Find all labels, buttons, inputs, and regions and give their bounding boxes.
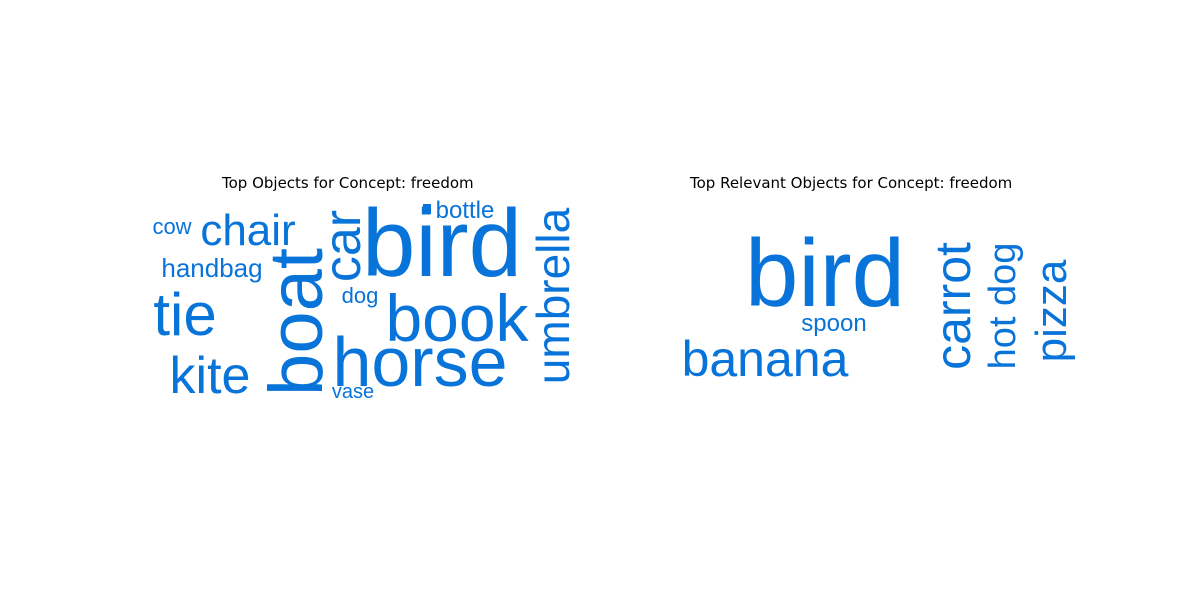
word-tie: tie — [153, 281, 216, 348]
word-book: book — [385, 281, 529, 355]
left-panel-title: Top Objects for Concept: freedom — [222, 174, 474, 192]
word-carrot: carrot — [925, 242, 981, 370]
word-handbag: handbag — [161, 253, 262, 283]
word-dog: dog — [342, 283, 379, 308]
word-horse: horse — [332, 323, 507, 401]
word-bird: bird — [745, 220, 905, 327]
word-car: car — [314, 210, 372, 282]
word-pizza: pizza — [1027, 259, 1076, 362]
word-chair: chair — [200, 206, 295, 255]
word-kite: kite — [170, 347, 251, 405]
right-panel-title: Top Relevant Objects for Concept: freedo… — [690, 174, 1013, 192]
word-hot-dog: hot dog — [982, 243, 1024, 370]
word-boat: boat — [254, 248, 339, 396]
word-cow: cow — [152, 214, 191, 239]
word-bottle: bottle — [436, 197, 495, 224]
word-umbrella: umbrella — [527, 207, 579, 384]
word-spoon: spoon — [801, 310, 866, 337]
word-vase: vase — [332, 381, 374, 403]
word-bird: bird — [362, 190, 522, 297]
small-square-mark — [423, 204, 431, 214]
word-banana: banana — [682, 331, 849, 387]
